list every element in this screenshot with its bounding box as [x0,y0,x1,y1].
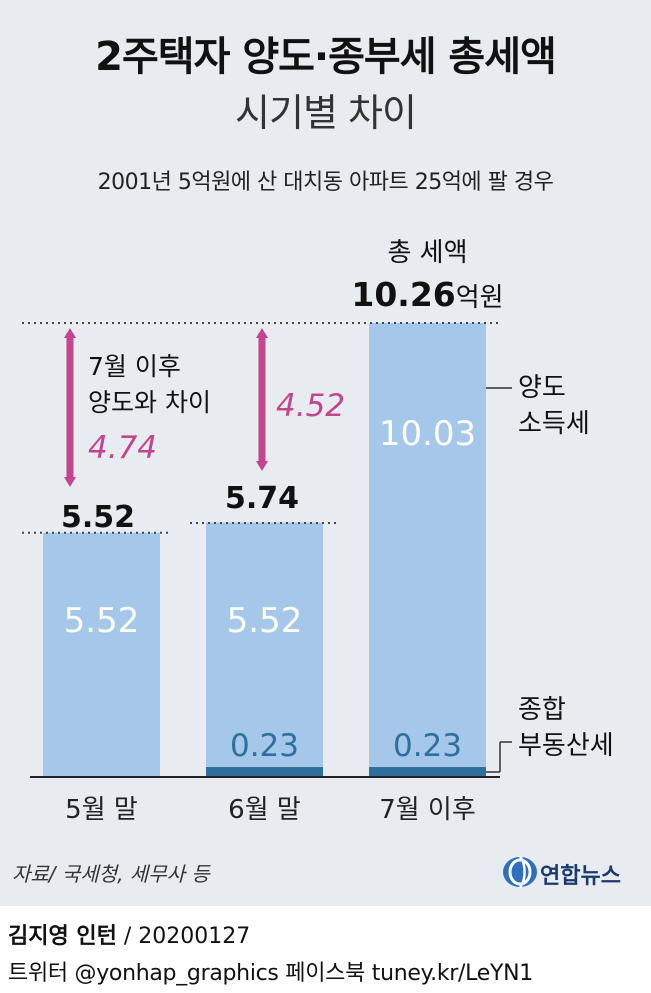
difference-value-0: 4.74 [88,430,157,466]
legend-capital-gains-line-1: 소득세 [518,409,590,439]
source-note: 자료/ 국세청, 세무사 등 [12,862,210,886]
bar-capital-gains-2 [369,323,486,767]
legend-real-estate-line-0: 종합 [518,695,566,725]
sns-line: 트위터 @yonhap_graphics 페이스북 tuney.kr/LeYN1 [8,961,533,986]
legend-real-estate-line-1: 부동산세 [518,731,614,761]
category-label-0: 5월 말 [65,795,138,825]
bar-capital-gains-0 [43,532,160,777]
total-label-0: 5.52 [61,500,135,535]
total-label-2: 10.26억원 [351,275,503,314]
capital-gains-label-2: 10.03 [379,414,476,454]
total-value-2: 10.26 [351,275,455,314]
credit-separator: / [116,924,139,949]
difference-note-line-1: 양도와 차이 [88,388,211,417]
real-estate-tax-label-1: 0.23 [230,728,299,764]
total-label-1: 5.74 [225,481,299,516]
category-label-2: 7월 이후 [379,795,476,825]
bar-real-estate-tax-2 [369,767,486,777]
capital-gains-label-1: 5.52 [227,601,303,641]
difference-note-line-0: 7월 이후 [88,352,181,381]
logo-text: 연합뉴스 [540,864,621,889]
chart-note: 2001년 5억원에 산 대치동 아파트 25억에 팔 경우 [97,170,554,195]
legend-capital-gains-line-0: 양도 [518,373,566,403]
bar-capital-gains-1 [206,522,323,767]
total-unit: 억원 [456,283,504,313]
yonhap-logo-icon [503,856,537,888]
credit-line: 김지영 인턴 / 20200127 [8,918,250,950]
chart-subtitle: 시기별 차이 [235,91,417,135]
credit-date: 20200127 [138,924,251,949]
total-title: 총 세액 [387,238,467,268]
difference-value-1: 4.52 [276,388,345,424]
capital-gains-label-0: 5.52 [64,601,140,641]
chart-title: 2주택자 양도·종부세 총세액 [95,34,557,80]
credit-author: 김지영 인턴 [8,924,117,949]
stacked-bar-chart: 5.52 5월 말 0.23 5.52 6월 말 0.23 10.03 7월 이후 5.52 5.… [22,238,614,825]
real-estate-tax-label-2: 0.23 [393,728,462,764]
bar-real-estate-tax-1 [206,767,323,777]
category-label-1: 6월 말 [228,795,301,825]
